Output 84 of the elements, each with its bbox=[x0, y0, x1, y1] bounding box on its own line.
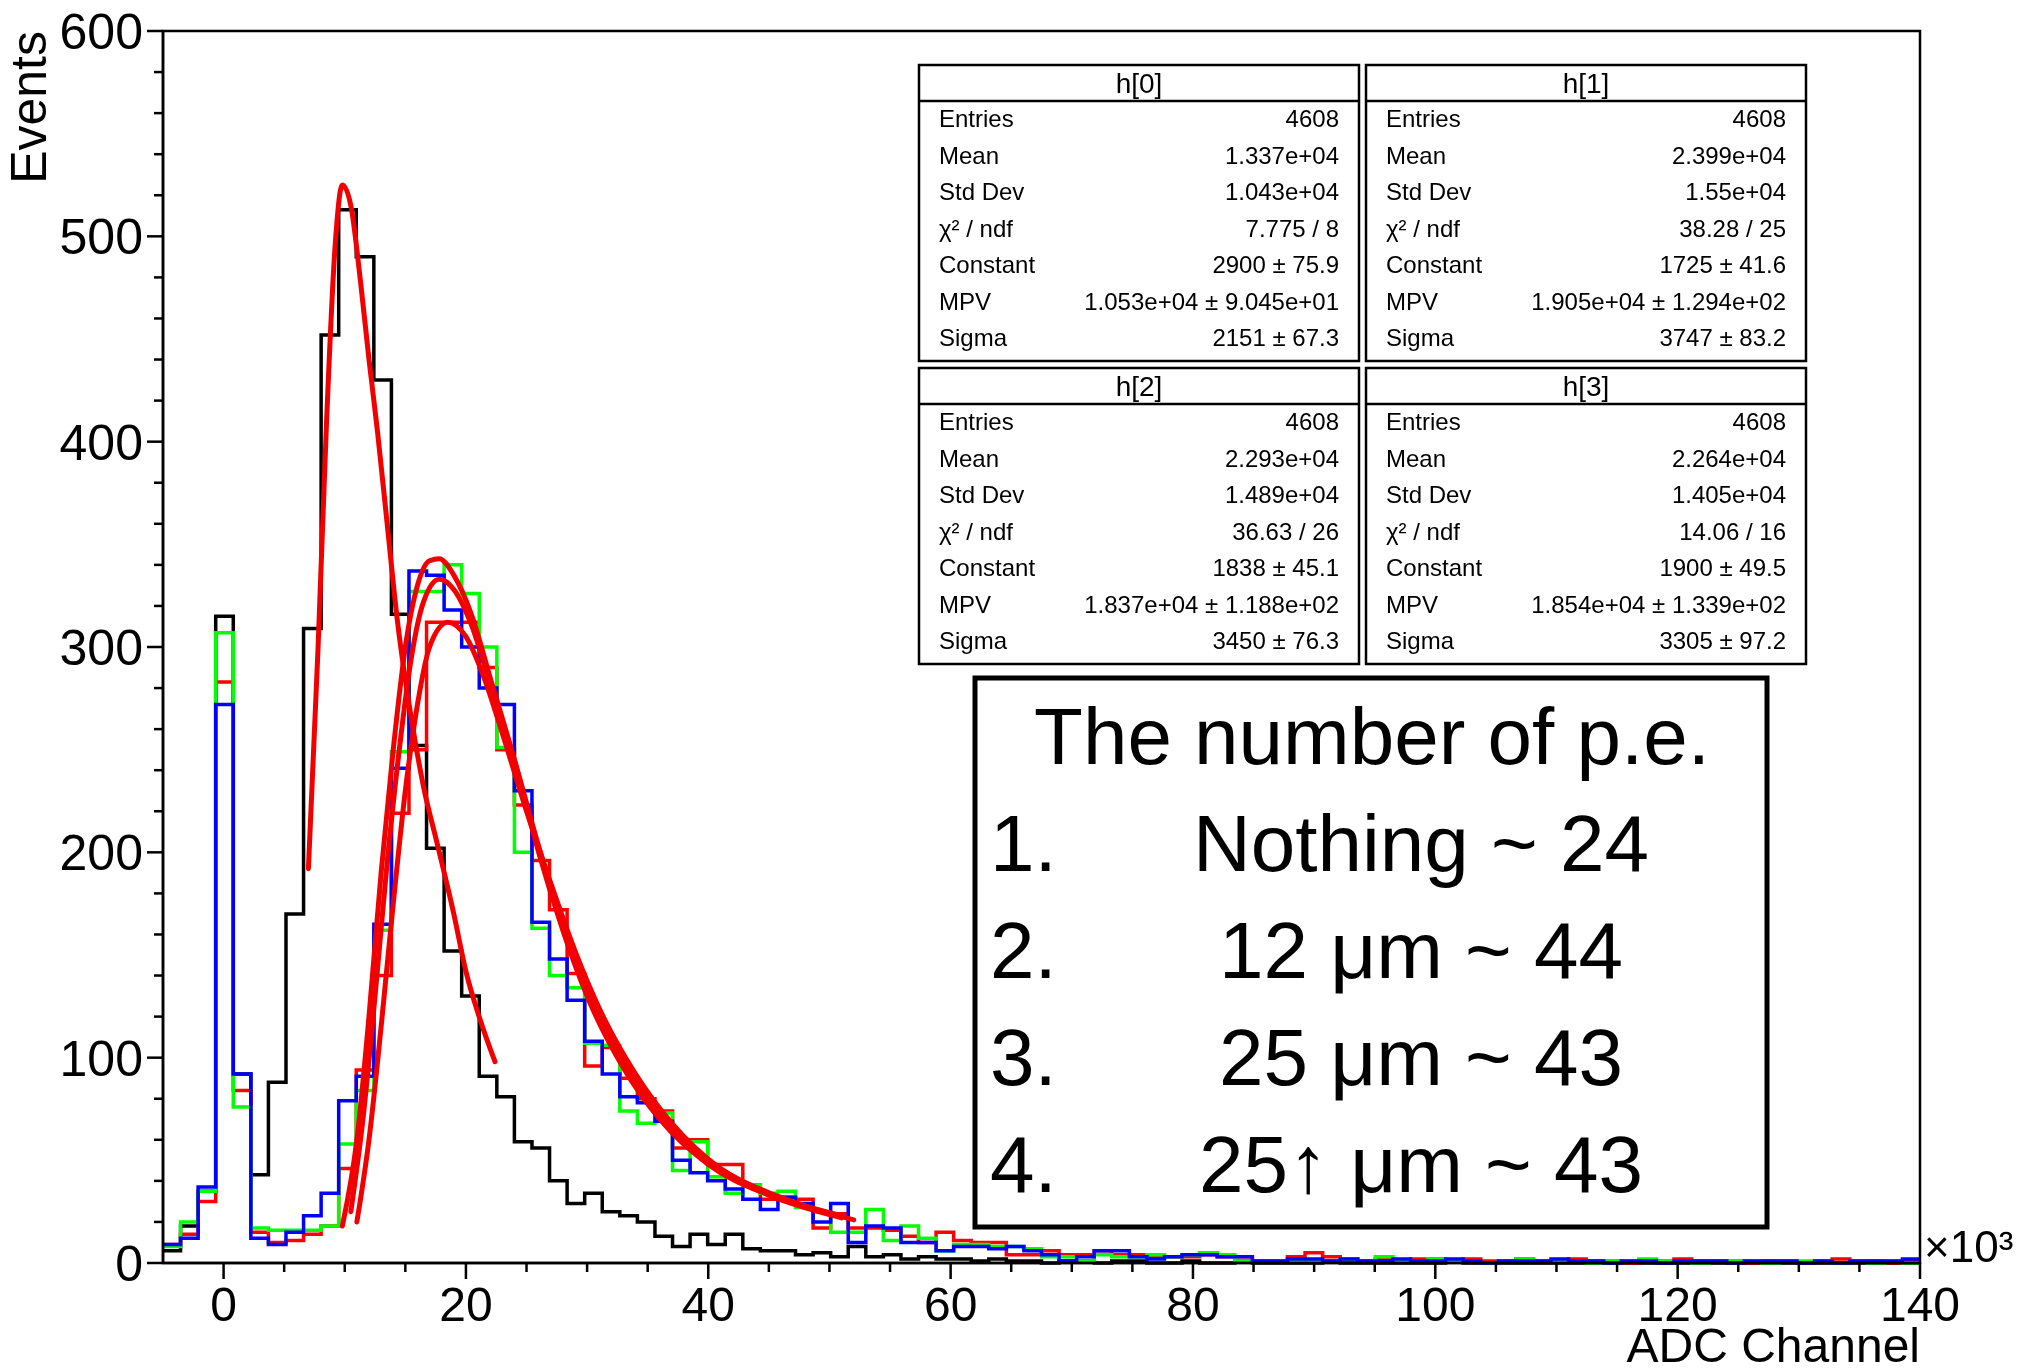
annotation: Mean bbox=[939, 444, 1000, 472]
annotation: The number of p.e. bbox=[1034, 692, 1710, 781]
annotation: 1.043e+04 bbox=[1224, 178, 1339, 205]
annotation: Mean bbox=[939, 141, 1000, 169]
annotation: h[0] bbox=[1115, 68, 1163, 99]
annotation: 36.63 / 26 bbox=[1232, 517, 1339, 545]
y-tick-label: 100 bbox=[59, 1030, 143, 1087]
annotation: h[1] bbox=[1562, 68, 1610, 99]
annotation: Mean bbox=[1386, 444, 1447, 472]
annotation: Constant bbox=[939, 251, 1036, 278]
annotation: 12 μm ~ 44 bbox=[1218, 906, 1624, 995]
x-tick-label: 80 bbox=[1166, 1278, 1220, 1331]
x-tick-label: 20 bbox=[439, 1278, 493, 1331]
annotation: 4608 bbox=[1285, 105, 1339, 132]
y-tick-label: 500 bbox=[59, 209, 143, 266]
annotation: χ² / ndf bbox=[939, 214, 1014, 242]
annotation: 3305 ± 97.2 bbox=[1659, 627, 1786, 654]
annotation: 2151 ± 67.3 bbox=[1212, 324, 1339, 351]
x-tick-label: 100 bbox=[1395, 1278, 1476, 1331]
annotation: MPV bbox=[1386, 287, 1439, 315]
annotation: Nothing ~ 24 bbox=[1193, 799, 1649, 888]
annotation: Std Dev bbox=[939, 481, 1025, 508]
annotation: 1.837e+04 ± 1.188e+02 bbox=[1084, 590, 1339, 618]
text: ×10³ bbox=[1924, 1222, 2014, 1271]
annotation: 1900 ± 49.5 bbox=[1659, 554, 1786, 581]
annotation: Sigma bbox=[939, 627, 1008, 654]
annotation: Entries bbox=[939, 408, 1014, 435]
annotation: Std Dev bbox=[1386, 178, 1472, 205]
annotation: 2900 ± 75.9 bbox=[1212, 251, 1339, 278]
annotation: 3. bbox=[990, 1013, 1057, 1102]
annotation: Sigma bbox=[1386, 627, 1455, 654]
annotation: 1838 ± 45.1 bbox=[1212, 554, 1339, 581]
annotation: 7.775 / 8 bbox=[1245, 214, 1339, 242]
annotation: χ² / ndf bbox=[939, 517, 1014, 545]
annotation: χ² / ndf bbox=[1386, 214, 1461, 242]
annotation: Entries bbox=[939, 105, 1014, 132]
annotation: Sigma bbox=[1386, 324, 1455, 351]
annotation: Mean bbox=[1386, 141, 1447, 169]
annotation: Sigma bbox=[939, 324, 1008, 351]
y-axis-title: Events bbox=[1, 31, 57, 184]
annotation: Entries bbox=[1386, 408, 1461, 435]
annotation: 1.489e+04 bbox=[1224, 481, 1339, 508]
annotation: Constant bbox=[1386, 554, 1483, 581]
annotation: 25 μm ~ 43 bbox=[1218, 1013, 1624, 1102]
annotation: 2.399e+04 bbox=[1671, 141, 1786, 169]
annotation: Constant bbox=[1386, 251, 1483, 278]
annotation: h[3] bbox=[1562, 371, 1610, 402]
annotation: 1.337e+04 bbox=[1224, 141, 1339, 169]
x-tick-label: 0 bbox=[210, 1278, 237, 1331]
annotation: 4608 bbox=[1285, 408, 1339, 435]
annotation: 3747 ± 83.2 bbox=[1659, 324, 1786, 351]
annotation: 14.06 / 16 bbox=[1679, 517, 1786, 545]
y-tick-label: 0 bbox=[115, 1236, 143, 1292]
annotation: χ² / ndf bbox=[1386, 517, 1461, 545]
annotation: 1725 ± 41.6 bbox=[1659, 251, 1786, 278]
annotation: MPV bbox=[1386, 590, 1439, 618]
annotation: 1.905e+04 ± 1.294e+02 bbox=[1531, 287, 1786, 315]
annotation: 2.293e+04 bbox=[1224, 444, 1339, 472]
annotation: 3450 ± 76.3 bbox=[1212, 627, 1339, 654]
annotation: 4608 bbox=[1732, 105, 1786, 132]
annotation: Std Dev bbox=[939, 178, 1025, 205]
annotation: 4608 bbox=[1732, 408, 1786, 435]
x-tick-label: 60 bbox=[923, 1278, 978, 1331]
y-tick-label: 600 bbox=[59, 4, 143, 60]
y-tick-label: 300 bbox=[59, 620, 143, 676]
annotation: 1.854e+04 ± 1.339e+02 bbox=[1531, 590, 1786, 618]
annotation: 38.28 / 25 bbox=[1679, 214, 1786, 242]
x-tick-label: 40 bbox=[681, 1278, 735, 1331]
annotation: 4. bbox=[990, 1120, 1057, 1209]
annotation: 2.264e+04 bbox=[1671, 444, 1786, 472]
annotation: 1.053e+04 ± 9.045e+01 bbox=[1084, 287, 1339, 315]
annotation: 2. bbox=[990, 906, 1057, 995]
y-tick-label: 400 bbox=[59, 414, 143, 471]
annotation: 1.55e+04 bbox=[1685, 178, 1786, 205]
annotation: 1.405e+04 bbox=[1671, 481, 1786, 508]
annotation: Std Dev bbox=[1386, 481, 1472, 508]
annotation: 25↑ μm ~ 43 bbox=[1198, 1120, 1644, 1209]
annotation: h[2] bbox=[1115, 371, 1163, 402]
annotation: MPV bbox=[939, 287, 992, 315]
annotation: Constant bbox=[939, 554, 1036, 581]
y-tick-label: 200 bbox=[59, 825, 143, 882]
annotation: Entries bbox=[1386, 105, 1461, 132]
annotation: MPV bbox=[939, 590, 992, 618]
annotation: 1. bbox=[990, 799, 1057, 888]
